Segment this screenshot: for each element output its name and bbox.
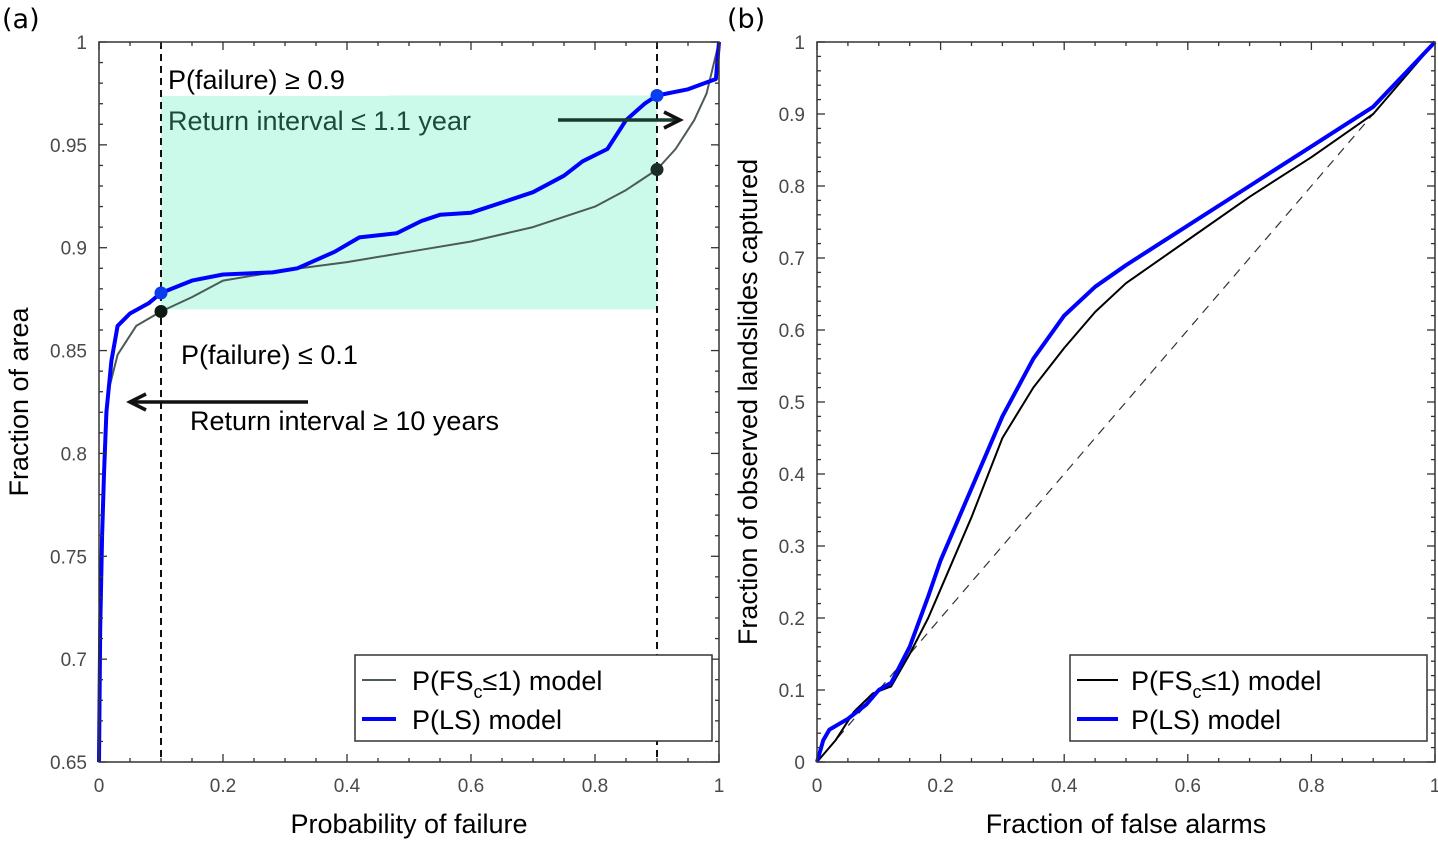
panel-a-label: (a) [2,4,40,35]
y-tick-label: 0 [794,753,805,774]
annotation-pfail-high: P(failure) ≥ 0.9 [168,65,345,95]
x-tick-label: 0 [812,776,823,797]
x-tick-label: 0.4 [334,776,361,797]
legend-label-fsc: P(FSc≤1) model [1131,666,1321,702]
x-tick-labels: 0 0.2 0.4 0.6 0.8 1 [812,776,1438,797]
x-tick-label: 1 [714,776,725,797]
series-line-random-1-1-line [816,41,1436,763]
y-tick-label: 0.9 [779,105,805,126]
legend-label-ls: P(LS) model [1131,705,1281,735]
annotation-pfail-low: P(failure) ≤ 0.1 [181,340,358,370]
y-tick-label: 0.4 [779,465,806,486]
x-tick-label: 0.2 [210,776,236,797]
legend-box [354,654,713,742]
y-tick-label: 0.7 [779,249,805,270]
legend-label-ls: P(LS) model [412,705,562,735]
x-tick-label: 0.2 [927,776,953,797]
y-tick-label: 0.8 [61,444,87,465]
y-tick-label: 0.8 [779,177,805,198]
arrow-left-icon [126,392,308,412]
y-axis-label: Fraction of area [4,306,34,496]
y-tick-label: 0.7 [61,650,87,671]
series-group [815,40,1437,763]
annotation-return-short: Return interval ≤ 1.1 year [168,106,471,136]
y-tick-label: 0.5 [779,393,805,414]
arrow-right-icon [558,110,684,130]
x-tick-label: 0.8 [582,776,608,797]
panel-a: (a) 0 0.2 0.4 0.6 0.8 1 0.65 0.7 0.75 0.8 0.85 0.9… [2,4,724,839]
y-tick-label: 0.2 [779,609,805,630]
legend-label-fsc: P(FSc≤1) model [412,666,602,702]
series-line-p-ls-model [815,40,1437,763]
x-tick-label: 0 [94,776,105,797]
y-axis-label: Fraction of observed landslides captured [733,159,763,645]
y-tick-label: 0.6 [779,321,805,342]
y-tick-label: 1 [794,33,805,54]
y-tick-label: 0.9 [61,239,87,260]
y-tick-label: 0.65 [50,753,87,774]
y-tick-label: 0.75 [50,547,87,568]
x-tick-label: 0.6 [458,776,484,797]
ticks-group [816,41,1436,763]
ticks-group [98,41,720,763]
legend: P(FSc≤1) model P(LS) model [1069,654,1428,742]
x-tick-label: 0.8 [1298,776,1324,797]
series-line-p-fsc-1-model [816,41,1436,763]
y-tick-labels: 0 0.1 0.2 0.3 0.4 0.5 0.6 0.7 0.8 0.9 1 [779,33,806,774]
y-tick-label: 0.95 [50,136,87,157]
data-marker [650,163,664,177]
panel-b: (b) 0 0.2 0.4 0.6 0.8 1 0 0.1 0.2 0.3 0.4 0.5 0.6 0.… [727,4,1438,839]
y-tick-labels: 0.65 0.7 0.75 0.8 0.85 0.9 0.95 1 [50,33,87,774]
data-marker [154,286,168,300]
x-tick-label: 0.6 [1175,776,1201,797]
annotation-bg [163,62,389,96]
markers-group [154,88,664,318]
x-tick-labels: 0 0.2 0.4 0.6 0.8 1 [94,776,725,797]
y-tick-label: 1 [76,33,87,54]
data-marker [650,88,664,102]
legend: P(FSc≤1) model P(LS) model [354,654,713,742]
legend-box [1069,654,1428,742]
x-tick-label: 1 [1430,776,1438,797]
y-tick-label: 0.1 [779,681,805,702]
annotation-return-long: Return interval ≥ 10 years [190,406,499,436]
x-axis-label: Probability of failure [290,809,527,839]
y-tick-label: 0.85 [50,342,87,363]
data-marker [154,304,168,318]
panel-b-label: (b) [727,4,765,35]
y-tick-label: 0.3 [779,537,805,558]
x-tick-label: 0.4 [1051,776,1078,797]
x-axis-label: Fraction of false alarms [986,809,1267,839]
